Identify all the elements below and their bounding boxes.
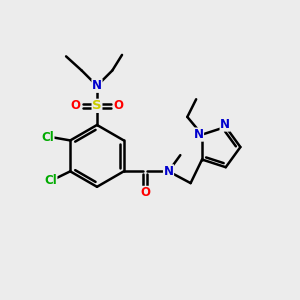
Text: O: O xyxy=(70,99,80,112)
Text: O: O xyxy=(113,99,124,112)
Text: Cl: Cl xyxy=(41,131,54,144)
Text: S: S xyxy=(92,99,102,112)
Text: N: N xyxy=(92,79,102,92)
Text: N: N xyxy=(164,165,173,178)
Text: N: N xyxy=(220,118,230,131)
Text: O: O xyxy=(140,186,150,199)
Text: N: N xyxy=(194,128,203,141)
Text: Cl: Cl xyxy=(44,174,57,187)
